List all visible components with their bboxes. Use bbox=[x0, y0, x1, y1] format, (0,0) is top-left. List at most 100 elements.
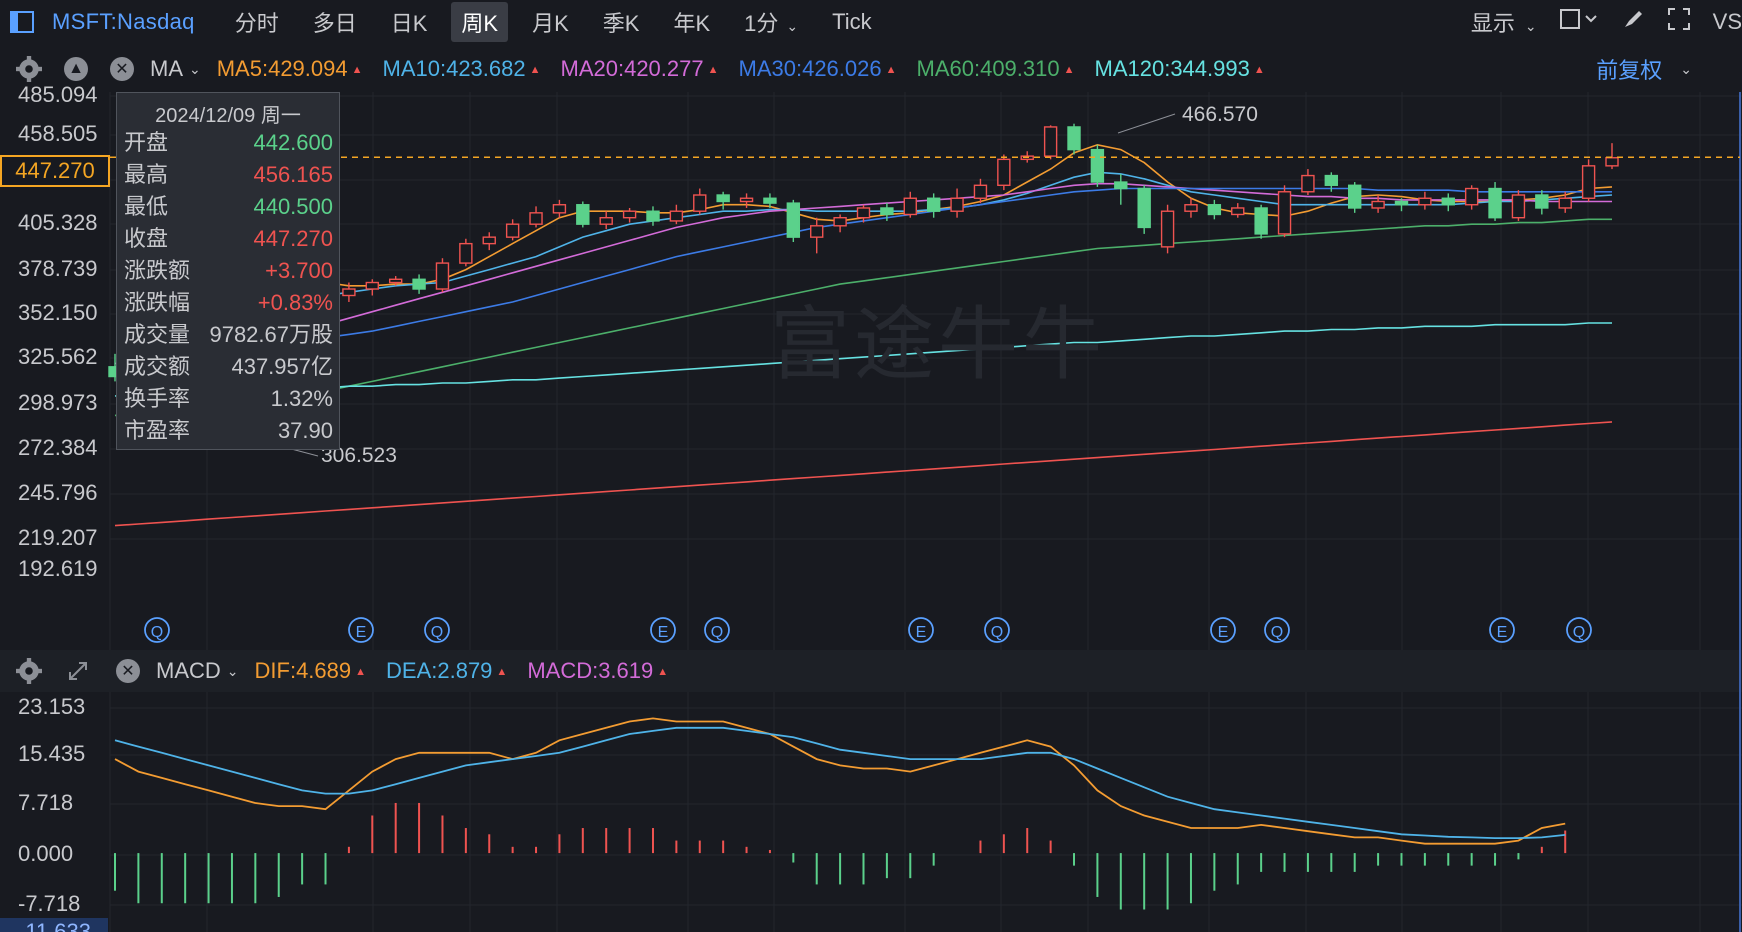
candle-body bbox=[669, 210, 684, 222]
macd-tick-label: 15.435 bbox=[18, 741, 86, 766]
candle-body bbox=[576, 204, 590, 225]
chevron-down-icon: ⌄ bbox=[1680, 60, 1692, 77]
candle-body bbox=[365, 281, 379, 290]
chevron-down-icon: ⌄ bbox=[786, 18, 799, 34]
candle-body bbox=[529, 212, 543, 225]
event-marker-label: Q bbox=[991, 624, 1003, 641]
candle-body bbox=[786, 202, 801, 238]
close-icon[interactable]: ✕ bbox=[116, 659, 140, 683]
candle-body bbox=[1581, 165, 1596, 199]
candle-body bbox=[646, 210, 660, 222]
triangle-up-icon: ▲ bbox=[529, 64, 541, 77]
fullscreen-icon[interactable] bbox=[1667, 7, 1691, 37]
triangle-up-icon: ▲ bbox=[355, 666, 367, 679]
ma30-legend: MA30:426.026 ▲ bbox=[739, 56, 897, 82]
macd-tick-label: 23.153 bbox=[18, 694, 86, 719]
expand-icon[interactable] bbox=[66, 659, 90, 683]
event-marker-circle bbox=[984, 617, 1010, 643]
ma120-legend: MA120:344.993 ▲ bbox=[1095, 56, 1265, 82]
price-tick-label: 352.150 bbox=[18, 300, 98, 325]
tooltip-value: 9782.67万股 bbox=[209, 322, 333, 347]
price-adjust-select[interactable]: 前复权 ⌄ bbox=[1596, 50, 1692, 88]
ma10-value: MA10:423.682 bbox=[382, 56, 526, 81]
ma20-legend: MA20:420.277 ▲ bbox=[561, 56, 719, 82]
triangle-up-icon: ▲ bbox=[885, 64, 897, 77]
high-marker-leader bbox=[1117, 113, 1176, 134]
candle-body bbox=[1441, 197, 1455, 206]
candle-body bbox=[693, 194, 707, 212]
brush-icon[interactable] bbox=[1621, 7, 1645, 37]
tooltip-value: 442.600 bbox=[253, 130, 333, 155]
tooltip-label: 成交额 bbox=[124, 354, 191, 379]
tooltip-row: 涨跌额 +3.700 bbox=[117, 255, 339, 287]
candle-body bbox=[973, 184, 988, 199]
event-marker-circle bbox=[650, 617, 676, 643]
tab-intraday[interactable]: 分时 bbox=[234, 11, 279, 36]
tab-monthly-k[interactable]: 月K bbox=[532, 11, 569, 36]
triangle-up-icon: ▲ bbox=[496, 666, 508, 679]
chevron-down-icon[interactable]: ⌄ bbox=[226, 662, 239, 679]
candle-body bbox=[1137, 187, 1151, 229]
chevron-down-icon[interactable]: ⌄ bbox=[189, 60, 201, 77]
event-marker-circle bbox=[424, 617, 450, 643]
candle-body bbox=[599, 217, 613, 225]
tab-multi-day[interactable]: 多日 bbox=[312, 11, 357, 36]
event-marker-circle bbox=[144, 617, 170, 643]
candle-body bbox=[1254, 207, 1268, 235]
gear-icon[interactable] bbox=[16, 658, 42, 684]
tooltip-row: 最高 456.165 bbox=[117, 159, 339, 191]
candle-body bbox=[1324, 174, 1339, 186]
tooltip-label: 成交量 bbox=[124, 322, 191, 347]
close-icon[interactable]: ✕ bbox=[110, 57, 134, 81]
candle-body bbox=[1464, 187, 1479, 206]
event-marker-label: Q bbox=[711, 624, 723, 641]
tab-yearly-k[interactable]: 年K bbox=[673, 11, 711, 36]
macd-tick-label: 0.000 bbox=[18, 841, 74, 866]
triangle-up-icon: ▲ bbox=[1063, 64, 1075, 77]
candle-body bbox=[1348, 184, 1362, 209]
tooltip-label: 最低 bbox=[124, 194, 169, 219]
display-menu[interactable]: 显示 ⌄ bbox=[1471, 6, 1537, 38]
ma5-value: MA5:429.094 bbox=[216, 56, 348, 81]
candle-body bbox=[880, 207, 894, 216]
candle-body bbox=[716, 194, 730, 203]
sidebar-toggle-icon[interactable] bbox=[6, 8, 38, 36]
dif-legend: DIF:4.689 ▲ bbox=[255, 658, 367, 684]
tab-tick[interactable]: Tick bbox=[832, 9, 872, 34]
candle-body bbox=[388, 278, 403, 284]
candle-body bbox=[1371, 200, 1385, 209]
tooltip-label: 收盘 bbox=[124, 226, 169, 251]
ticker-label[interactable]: MSFT:Nasdaq bbox=[52, 9, 195, 34]
layout-select[interactable] bbox=[1559, 8, 1599, 36]
tab-weekly-k[interactable]: 周K bbox=[451, 2, 509, 42]
event-marker-label: E bbox=[1497, 624, 1508, 641]
dea-legend: DEA:2.879 ▲ bbox=[386, 658, 507, 684]
tooltip-value: 37.90 bbox=[277, 418, 333, 443]
event-marker-circle bbox=[1566, 617, 1592, 643]
event-marker-circle bbox=[704, 617, 730, 643]
compare-vs-button[interactable]: VS bbox=[1712, 9, 1742, 34]
tab-minute-dropdown[interactable]: 1分 ⌄ bbox=[734, 2, 808, 42]
tooltip-value: 456.165 bbox=[253, 162, 333, 187]
candle-body bbox=[412, 278, 426, 290]
tab-daily-k[interactable]: 日K bbox=[390, 11, 428, 36]
triangle-up-icon: ▲ bbox=[707, 64, 719, 77]
tab-minute-label: 1分 bbox=[744, 11, 779, 36]
candle-body bbox=[1605, 157, 1619, 167]
price-tick-label: 485.094 bbox=[18, 82, 98, 107]
macd-value-legend: MACD:3.619 ▲ bbox=[527, 658, 668, 684]
macd-indicator-label[interactable]: MACD bbox=[156, 658, 221, 683]
gear-icon[interactable] bbox=[16, 56, 42, 82]
collapse-up-icon[interactable]: ▲ bbox=[64, 57, 88, 81]
macd-value: MACD:3.619 bbox=[527, 658, 654, 683]
ma-indicator-label[interactable]: MA bbox=[150, 56, 183, 81]
event-marker-label: Q bbox=[151, 624, 163, 641]
candle-body bbox=[482, 236, 496, 245]
ohlc-tooltip: 2024/12/09 周一 开盘 442.600 最高 456.165 最低 440.50… bbox=[116, 92, 340, 450]
event-marker-label: Q bbox=[431, 624, 443, 641]
tab-quarterly-k[interactable]: 季K bbox=[602, 11, 640, 36]
dea-line bbox=[114, 726, 1566, 839]
candle-body bbox=[950, 197, 964, 212]
candle-body bbox=[1511, 194, 1526, 219]
tooltip-row: 市盈率 37.90 bbox=[117, 415, 339, 447]
